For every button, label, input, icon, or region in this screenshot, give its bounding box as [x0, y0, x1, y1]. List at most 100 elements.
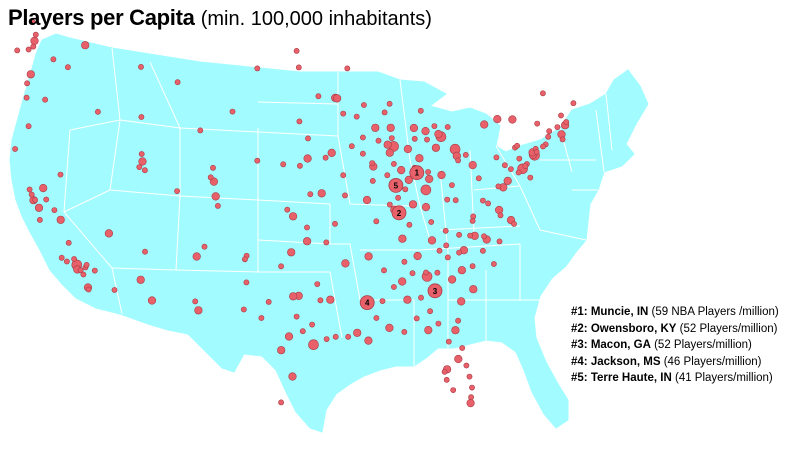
legend-city: Macon, GA [590, 339, 651, 351]
city-dot [468, 394, 474, 401]
city-dot [12, 146, 18, 152]
city-dot [480, 120, 489, 129]
city-dot [65, 239, 72, 246]
city-dot [207, 174, 214, 181]
city-dot [403, 295, 412, 304]
city-dot [64, 258, 70, 265]
ranked-city-marker: 4 [359, 295, 375, 311]
city-dot [30, 43, 37, 50]
city-dot [136, 164, 143, 170]
city-dot [14, 47, 21, 54]
city-dot [403, 144, 413, 154]
city-dot [386, 100, 393, 107]
city-dot [369, 160, 376, 166]
city-dot [384, 172, 391, 179]
city-dot [411, 135, 418, 142]
city-dot [174, 188, 180, 194]
city-dot [501, 162, 508, 169]
city-dot [428, 219, 435, 225]
state-border-line [330, 243, 361, 301]
city-dot [243, 279, 250, 286]
city-dot [373, 218, 380, 225]
city-dot [515, 169, 522, 176]
city-dot [254, 65, 261, 72]
city-dot [303, 237, 312, 246]
city-dot [527, 174, 534, 181]
city-dot [456, 249, 462, 256]
city-dot [332, 220, 338, 227]
ranked-city-marker: 2 [391, 205, 407, 221]
city-dot [77, 267, 84, 274]
city-dot [479, 247, 486, 254]
city-dot [305, 135, 311, 142]
ranked-city-marker: 5 [388, 177, 404, 193]
city-dot [485, 200, 491, 207]
city-dot [30, 36, 39, 46]
city-dot [373, 315, 380, 321]
city-dot [420, 184, 432, 196]
legend-rank: #2: [571, 322, 588, 335]
city-dot [479, 197, 486, 204]
city-dot [304, 224, 310, 231]
city-dot [32, 196, 38, 203]
city-dot [141, 167, 148, 174]
city-dot [280, 161, 287, 168]
city-dot [425, 174, 434, 184]
city-dot [417, 107, 424, 114]
legend-detail: (46 Players/million) [663, 355, 762, 368]
city-dot [434, 130, 443, 139]
city-dot [303, 154, 312, 163]
state-border-line [109, 189, 181, 197]
city-dot [395, 194, 401, 201]
city-dot [448, 275, 457, 284]
city-dot [65, 64, 71, 71]
city-dot [344, 65, 351, 72]
city-dot [457, 297, 466, 306]
legend-row-4: #4: Jackson, MS (46 Players/million) [571, 354, 779, 371]
city-dot [299, 328, 306, 335]
city-dot [29, 19, 36, 26]
legend-row-3: #3: Macon, GA (52 Players/million) [571, 337, 779, 354]
city-dot [425, 169, 431, 175]
city-dot [34, 203, 44, 212]
state-border-line [419, 243, 521, 251]
city-dot [404, 175, 413, 184]
city-dot [503, 176, 512, 185]
city-dot [333, 94, 342, 103]
city-dot [241, 256, 248, 263]
city-dot [342, 192, 348, 199]
city-dot [466, 373, 473, 380]
city-dot [424, 326, 433, 335]
city-dot [42, 96, 48, 103]
ranked-city-dot [359, 295, 375, 311]
city-dot [359, 150, 366, 157]
state-border-line [179, 127, 259, 133]
city-dot [455, 317, 461, 324]
city-dot [563, 119, 570, 125]
city-dot [369, 177, 376, 184]
city-dot [421, 203, 431, 212]
legend-detail: (52 Players/million) [679, 322, 778, 335]
city-dot [104, 229, 113, 238]
city-dot [353, 328, 362, 337]
city-dot [240, 306, 247, 313]
ranked-city-dot [391, 205, 407, 221]
state-border-line [337, 135, 351, 205]
ranked-city-dot [388, 177, 404, 193]
city-dot [388, 135, 395, 141]
city-dot [210, 164, 216, 171]
city-dot [398, 277, 407, 286]
city-dot [437, 170, 446, 180]
city-dot [43, 196, 50, 203]
city-dot [314, 281, 321, 287]
legend-row-5: #5: Terre Haute, IN (41 Players/million) [571, 370, 779, 387]
city-dot [32, 31, 39, 38]
city-dot [431, 123, 438, 129]
top-cities-legend: #1: Muncie, IN (59 NBA Players /million)… [571, 304, 779, 387]
legend-rank: #1: [571, 306, 588, 318]
city-dot [443, 376, 450, 383]
city-dot [327, 148, 336, 157]
legend-row-2: #2: Owensboro, KY (52 Players/million) [571, 321, 779, 338]
city-dot [375, 137, 382, 144]
city-dot [481, 233, 487, 240]
